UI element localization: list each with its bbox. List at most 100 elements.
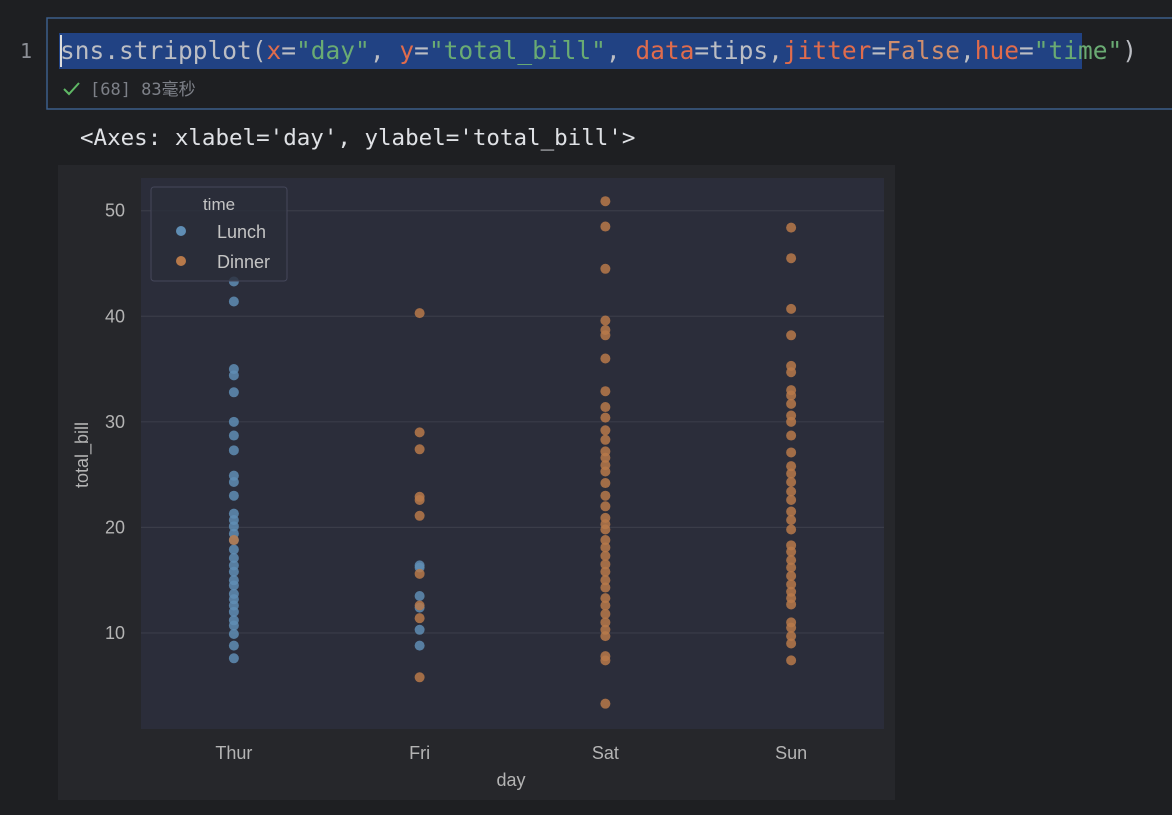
point [786, 494, 797, 505]
token: , [606, 36, 636, 65]
point [786, 468, 797, 479]
y-tick-label: 20 [105, 517, 125, 537]
point [786, 579, 797, 590]
point [414, 640, 425, 651]
point [228, 580, 239, 591]
y-tick-label: 50 [105, 201, 125, 221]
output-text: <Axes: xlabel='day', ylabel='total_bill'… [80, 125, 635, 151]
point [414, 444, 425, 455]
point [600, 617, 611, 628]
legend-label: Dinner [217, 252, 270, 272]
point [600, 353, 611, 364]
point [228, 430, 239, 441]
point [600, 535, 611, 546]
point [228, 640, 239, 651]
point [414, 613, 425, 624]
point [786, 562, 797, 573]
point [786, 555, 797, 566]
cell-status: [68] 83毫秒 [90, 80, 196, 100]
chart: 10 20 30 40 50 Thur Fri Sat Sun time Lunch Dinner [105, 186, 884, 763]
token: , [370, 36, 400, 65]
point [600, 542, 611, 553]
point [786, 655, 797, 666]
point [786, 430, 797, 441]
point [228, 544, 239, 555]
legend-title: time [203, 195, 235, 214]
point [600, 550, 611, 561]
point [414, 427, 425, 438]
point [228, 620, 239, 631]
point [786, 599, 797, 610]
point [228, 606, 239, 617]
point [228, 445, 239, 456]
token: y [399, 36, 414, 65]
point [228, 535, 239, 546]
legend-box [150, 186, 288, 282]
point [786, 222, 797, 233]
point [600, 478, 611, 489]
point [786, 447, 797, 458]
token: = [414, 36, 429, 65]
point [786, 367, 797, 378]
point [228, 629, 239, 639]
x-tick-label: Fri [409, 743, 430, 763]
point [600, 582, 611, 593]
point [228, 553, 239, 563]
y-tick-label: 30 [105, 412, 125, 432]
point [600, 593, 611, 604]
legend-marker [176, 226, 186, 236]
point [786, 477, 797, 487]
x-tick-label: Sat [592, 743, 619, 763]
point [600, 425, 611, 436]
token: "day" [296, 36, 370, 65]
token: , [960, 36, 975, 65]
point [600, 386, 611, 397]
point [786, 390, 797, 401]
token: = [871, 36, 886, 65]
point [228, 566, 239, 577]
legend-label: Lunch [217, 222, 266, 242]
y-tick-label: 10 [105, 623, 125, 643]
token: sns.stripplot( [60, 36, 267, 65]
point [786, 253, 797, 264]
legend-marker [176, 256, 186, 266]
point [228, 370, 239, 381]
point [786, 506, 797, 517]
point [228, 521, 239, 532]
point [786, 486, 797, 497]
point [228, 296, 239, 307]
token: x [267, 36, 282, 65]
point [786, 416, 797, 427]
success-icon [63, 82, 80, 96]
point [228, 653, 239, 664]
token: = [281, 36, 296, 65]
token: hue [975, 36, 1019, 65]
code[interactable]: sns.stripplot(x="day", y="total_bill", d… [60, 36, 1137, 65]
point [600, 402, 611, 413]
token: "time" [1034, 36, 1123, 65]
point [600, 196, 611, 207]
point [600, 466, 611, 477]
point [600, 524, 611, 535]
point [600, 221, 611, 232]
point [600, 434, 611, 445]
point [600, 452, 611, 463]
point [414, 672, 425, 683]
selection [59, 33, 1082, 69]
point [228, 416, 239, 427]
point [786, 515, 797, 525]
point [786, 622, 797, 633]
point [600, 315, 611, 326]
y-tick-label: 40 [105, 306, 125, 326]
token: jitter [783, 36, 872, 65]
point [228, 490, 239, 501]
token: ) [1122, 36, 1137, 65]
x-tick-label: Thur [215, 743, 252, 763]
token: "total_bill" [429, 36, 606, 65]
point [414, 591, 425, 601]
token: False [886, 36, 960, 65]
line-number: 1 [20, 39, 32, 63]
point [600, 631, 611, 642]
